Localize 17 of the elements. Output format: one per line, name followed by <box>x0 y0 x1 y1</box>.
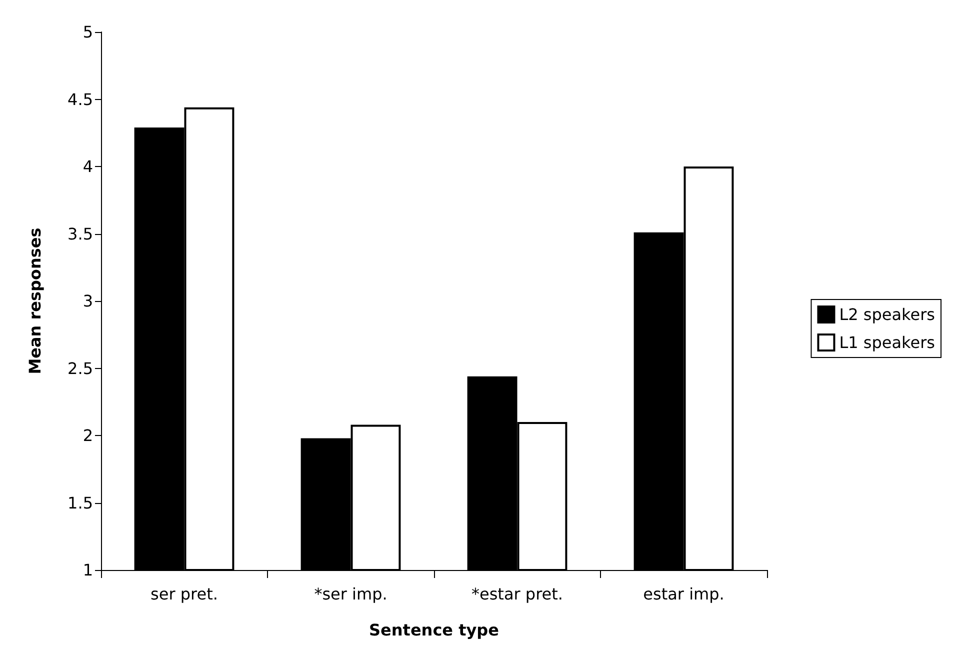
y-tick-label: 3.5 <box>68 224 93 244</box>
x-tick-label: estar imp. <box>643 584 724 604</box>
x-tick-label: ser pret. <box>150 584 218 604</box>
x-tick-label: *estar pret. <box>471 584 564 604</box>
y-tick-label: 2 <box>82 426 93 445</box>
y-tick-label: 5 <box>82 22 93 42</box>
y-tick-label: 2.5 <box>68 358 93 378</box>
y-tick-label: 3 <box>82 292 93 310</box>
y-axis-title: Mean responses <box>26 228 44 374</box>
legend-label: L2 speakers <box>839 305 936 324</box>
y-tick-label: 4 <box>82 157 93 176</box>
y-tick-label: 4.5 <box>68 90 93 109</box>
y-tick-label: 1.5 <box>68 493 93 512</box>
y-tick-label: 1 <box>82 560 93 580</box>
legend-label: L1 speakers <box>839 333 936 352</box>
x-tick-label: *ser imp. <box>314 584 388 604</box>
x-axis-title: Sentence type <box>369 620 500 640</box>
